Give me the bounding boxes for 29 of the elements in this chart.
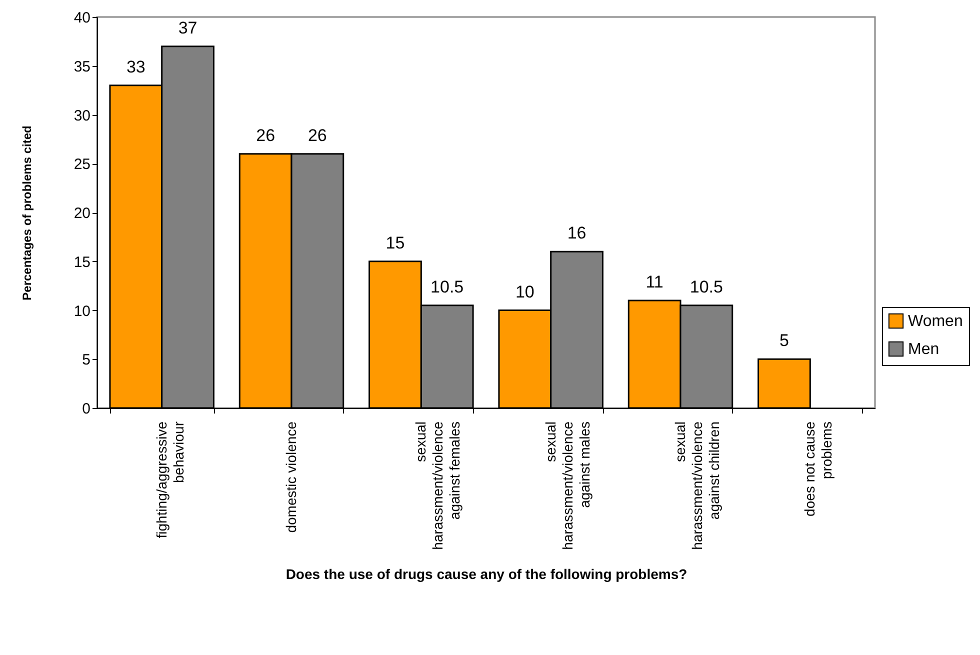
data-label: 10.5 xyxy=(430,277,464,296)
x-tick-label: does not cause problems xyxy=(802,421,835,516)
x-tick-label: sexual harassment/violence against males xyxy=(542,421,592,550)
legend-label: Men xyxy=(908,341,940,358)
y-tick-label: 35 xyxy=(74,58,90,76)
x-tick-label: sexual harassment/violence against females xyxy=(412,421,463,550)
data-label: 37 xyxy=(178,18,198,38)
y-tick-label: 40 xyxy=(74,10,90,26)
legend-label: Women xyxy=(908,313,963,330)
data-label: 10.5 xyxy=(690,277,723,296)
y-tick-label: 25 xyxy=(74,156,90,174)
x-tick-label: fighting/aggressive behaviour xyxy=(153,421,186,538)
data-label: 26 xyxy=(308,126,327,145)
data-label: 11 xyxy=(646,272,664,292)
data-label: 15 xyxy=(386,233,405,252)
y-tick-label: 20 xyxy=(74,205,90,222)
y-tick-label: 30 xyxy=(74,107,90,124)
x-axis-title: Does the use of drugs cause any of the following problems? xyxy=(286,566,688,582)
y-tick-label: 10 xyxy=(74,302,90,320)
y-tick-label: 5 xyxy=(82,352,90,369)
y-tick-label: 0 xyxy=(82,400,90,418)
x-tick-label: domestic violence xyxy=(283,421,299,533)
data-label: 26 xyxy=(256,126,276,145)
y-axis-title: Percentages of problems cited xyxy=(20,126,34,300)
y-tick-label: 15 xyxy=(74,254,90,271)
data-label: 16 xyxy=(567,224,586,243)
data-label: 10 xyxy=(515,282,534,302)
data-label: 33 xyxy=(126,57,146,76)
data-label: 5 xyxy=(780,331,789,350)
